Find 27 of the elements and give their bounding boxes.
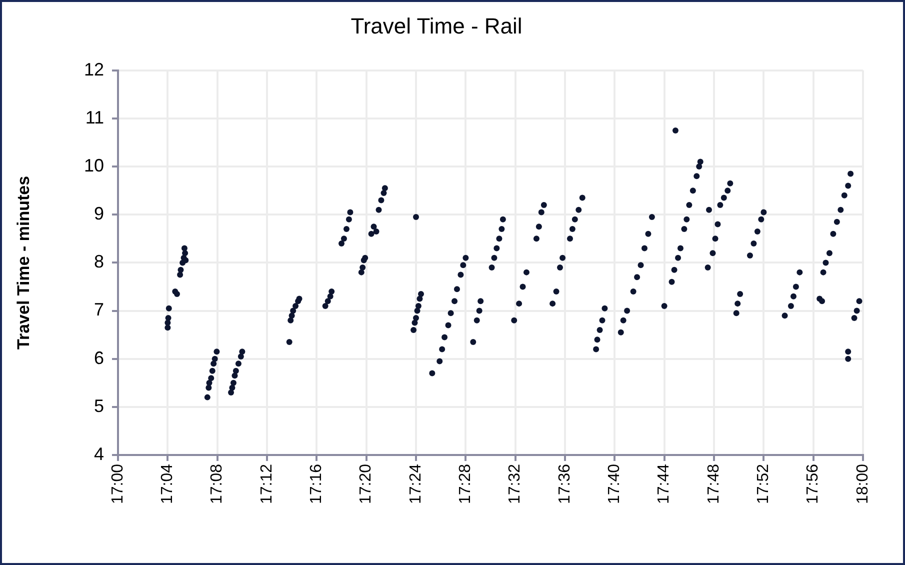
x-tick-label: 17:20 bbox=[358, 464, 375, 504]
x-tick-label: 17:44 bbox=[656, 464, 673, 504]
y-axis-title: Travel Time - minutes bbox=[14, 176, 33, 350]
x-tick-label: 17:04 bbox=[159, 464, 176, 504]
x-tick-label: 17:12 bbox=[258, 464, 276, 504]
y-tick-label: 9 bbox=[94, 204, 104, 224]
chart-title: Travel Time - Rail bbox=[350, 13, 522, 38]
x-tick-label: 17:28 bbox=[457, 464, 474, 504]
y-tick-label: 6 bbox=[94, 348, 104, 368]
y-tick-label: 4 bbox=[94, 444, 104, 464]
x-tick-label: 17:52 bbox=[755, 464, 772, 504]
x-tick-label: 17:00 bbox=[109, 464, 126, 504]
x-tick-label: 17:24 bbox=[407, 464, 424, 504]
y-tick-label: 12 bbox=[84, 59, 104, 80]
x-tick-label: 17:48 bbox=[705, 464, 722, 504]
x-tick-label: 17:32 bbox=[506, 464, 524, 504]
y-tick-label: 5 bbox=[94, 396, 104, 416]
x-tick-label: 17:08 bbox=[208, 464, 226, 504]
x-tick-label: 17:16 bbox=[308, 464, 326, 504]
x-tick-label: 18:00 bbox=[854, 464, 872, 504]
y-tick-label: 8 bbox=[94, 252, 104, 272]
y-tick-label: 10 bbox=[84, 156, 104, 176]
x-tick-label: 17:36 bbox=[556, 464, 574, 504]
x-tick-label: 17:40 bbox=[606, 464, 624, 504]
y-tick-label: 11 bbox=[85, 107, 104, 128]
x-tick-label: 17:56 bbox=[804, 464, 822, 504]
y-tick-label: 7 bbox=[94, 300, 104, 320]
